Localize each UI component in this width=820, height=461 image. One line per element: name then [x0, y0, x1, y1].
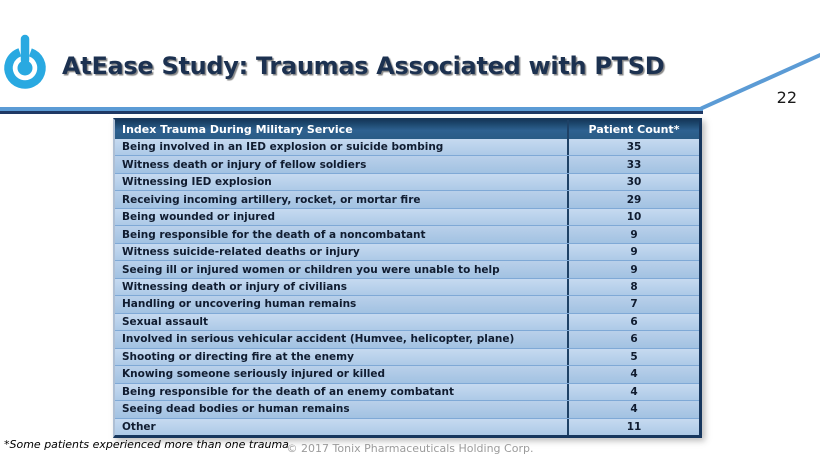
trauma-label: Handling or uncovering human remains	[122, 298, 357, 311]
table-row: Being wounded or injured 10	[115, 207, 699, 226]
patient-count: 8	[567, 278, 699, 296]
trauma-table: Index Trauma During Military Service Pat…	[113, 118, 702, 438]
trauma-label: Witnessing IED explosion	[122, 176, 272, 189]
trauma-label: Sexual assault	[122, 315, 209, 328]
patient-count: 35	[567, 139, 699, 156]
patient-count: 9	[567, 243, 699, 261]
table-row: Being responsible for the death of a non…	[115, 225, 699, 243]
trauma-label: Being involved in an IED explosion or su…	[122, 141, 444, 154]
trauma-label: Seeing ill or injured women or children …	[122, 263, 500, 276]
trauma-label: Involved in serious vehicular accident (…	[122, 333, 515, 346]
table-row: Witness death or injury of fellow soldie…	[115, 155, 699, 173]
patient-count: 7	[567, 296, 699, 313]
patient-count: 6	[567, 313, 699, 331]
trauma-label: Knowing someone seriously injured or kil…	[122, 368, 386, 381]
table-row: Receiving incoming artillery, rocket, or…	[115, 190, 699, 208]
tonix-logo	[2, 32, 48, 92]
table-row: Sexual assault 6	[115, 312, 699, 331]
column-header-trauma: Index Trauma During Military Service	[122, 123, 353, 136]
trauma-label: Receiving incoming artillery, rocket, or…	[122, 193, 421, 206]
table-row: Shooting or directing fire at the enemy …	[115, 347, 699, 366]
patient-count: 30	[567, 173, 699, 191]
trauma-label: Being wounded or injured	[122, 211, 276, 224]
trauma-label: Witnessing death or injury of civilians	[122, 280, 348, 293]
table-body: Being involved in an IED explosion or su…	[115, 139, 699, 435]
table-row: Being involved in an IED explosion or su…	[115, 139, 699, 156]
page-number: 22	[776, 88, 797, 107]
trauma-label: Seeing dead bodies or human remains	[122, 403, 350, 416]
patient-count: 4	[567, 366, 699, 383]
table-row: Seeing dead bodies or human remains 4	[115, 400, 699, 418]
patient-count: 4	[567, 401, 699, 418]
table-row: Witness suicide-related deaths or injury…	[115, 242, 699, 261]
copyright: © 2017 Tonix Pharmaceuticals Holding Cor…	[286, 442, 534, 455]
divider-line-diagonal	[699, 52, 820, 111]
table-row: Being responsible for the death of an en…	[115, 382, 699, 401]
slide-title: AtEase Study: Traumas Associated with PT…	[62, 52, 665, 80]
table-row: Witnessing IED explosion 30	[115, 172, 699, 191]
table-row: Knowing someone seriously injured or kil…	[115, 365, 699, 383]
table-row: Involved in serious vehicular accident (…	[115, 330, 699, 348]
trauma-label: Witness death or injury of fellow soldie…	[122, 158, 367, 171]
table-row: Handling or uncovering human remains 7	[115, 295, 699, 313]
power-icon	[4, 34, 46, 89]
trauma-label: Being responsible for the death of an en…	[122, 385, 455, 398]
table-row: Other 11	[115, 417, 699, 435]
patient-count: 10	[567, 208, 699, 226]
patient-count: 6	[567, 331, 699, 348]
table-row: Witnessing death or injury of civilians …	[115, 277, 699, 296]
table-row: Seeing ill or injured women or children …	[115, 260, 699, 278]
footnote: *Some patients experienced more than one…	[4, 438, 289, 451]
patient-count: 5	[567, 348, 699, 366]
patient-count: 11	[567, 418, 699, 435]
divider-line-navy	[0, 111, 703, 114]
patient-count: 4	[567, 383, 699, 401]
trauma-label: Other	[122, 420, 156, 433]
patient-count: 29	[567, 191, 699, 208]
column-header-count: Patient Count*	[567, 120, 699, 139]
patient-count: 33	[567, 156, 699, 173]
divider-line-light	[0, 107, 703, 111]
trauma-label: Witness suicide-related deaths or injury	[122, 246, 360, 259]
trauma-label: Shooting or directing fire at the enemy	[122, 350, 354, 363]
trauma-label: Being responsible for the death of a non…	[122, 228, 426, 241]
patient-count: 9	[567, 226, 699, 243]
table-header-row: Index Trauma During Military Service Pat…	[115, 120, 699, 139]
patient-count: 9	[567, 261, 699, 278]
